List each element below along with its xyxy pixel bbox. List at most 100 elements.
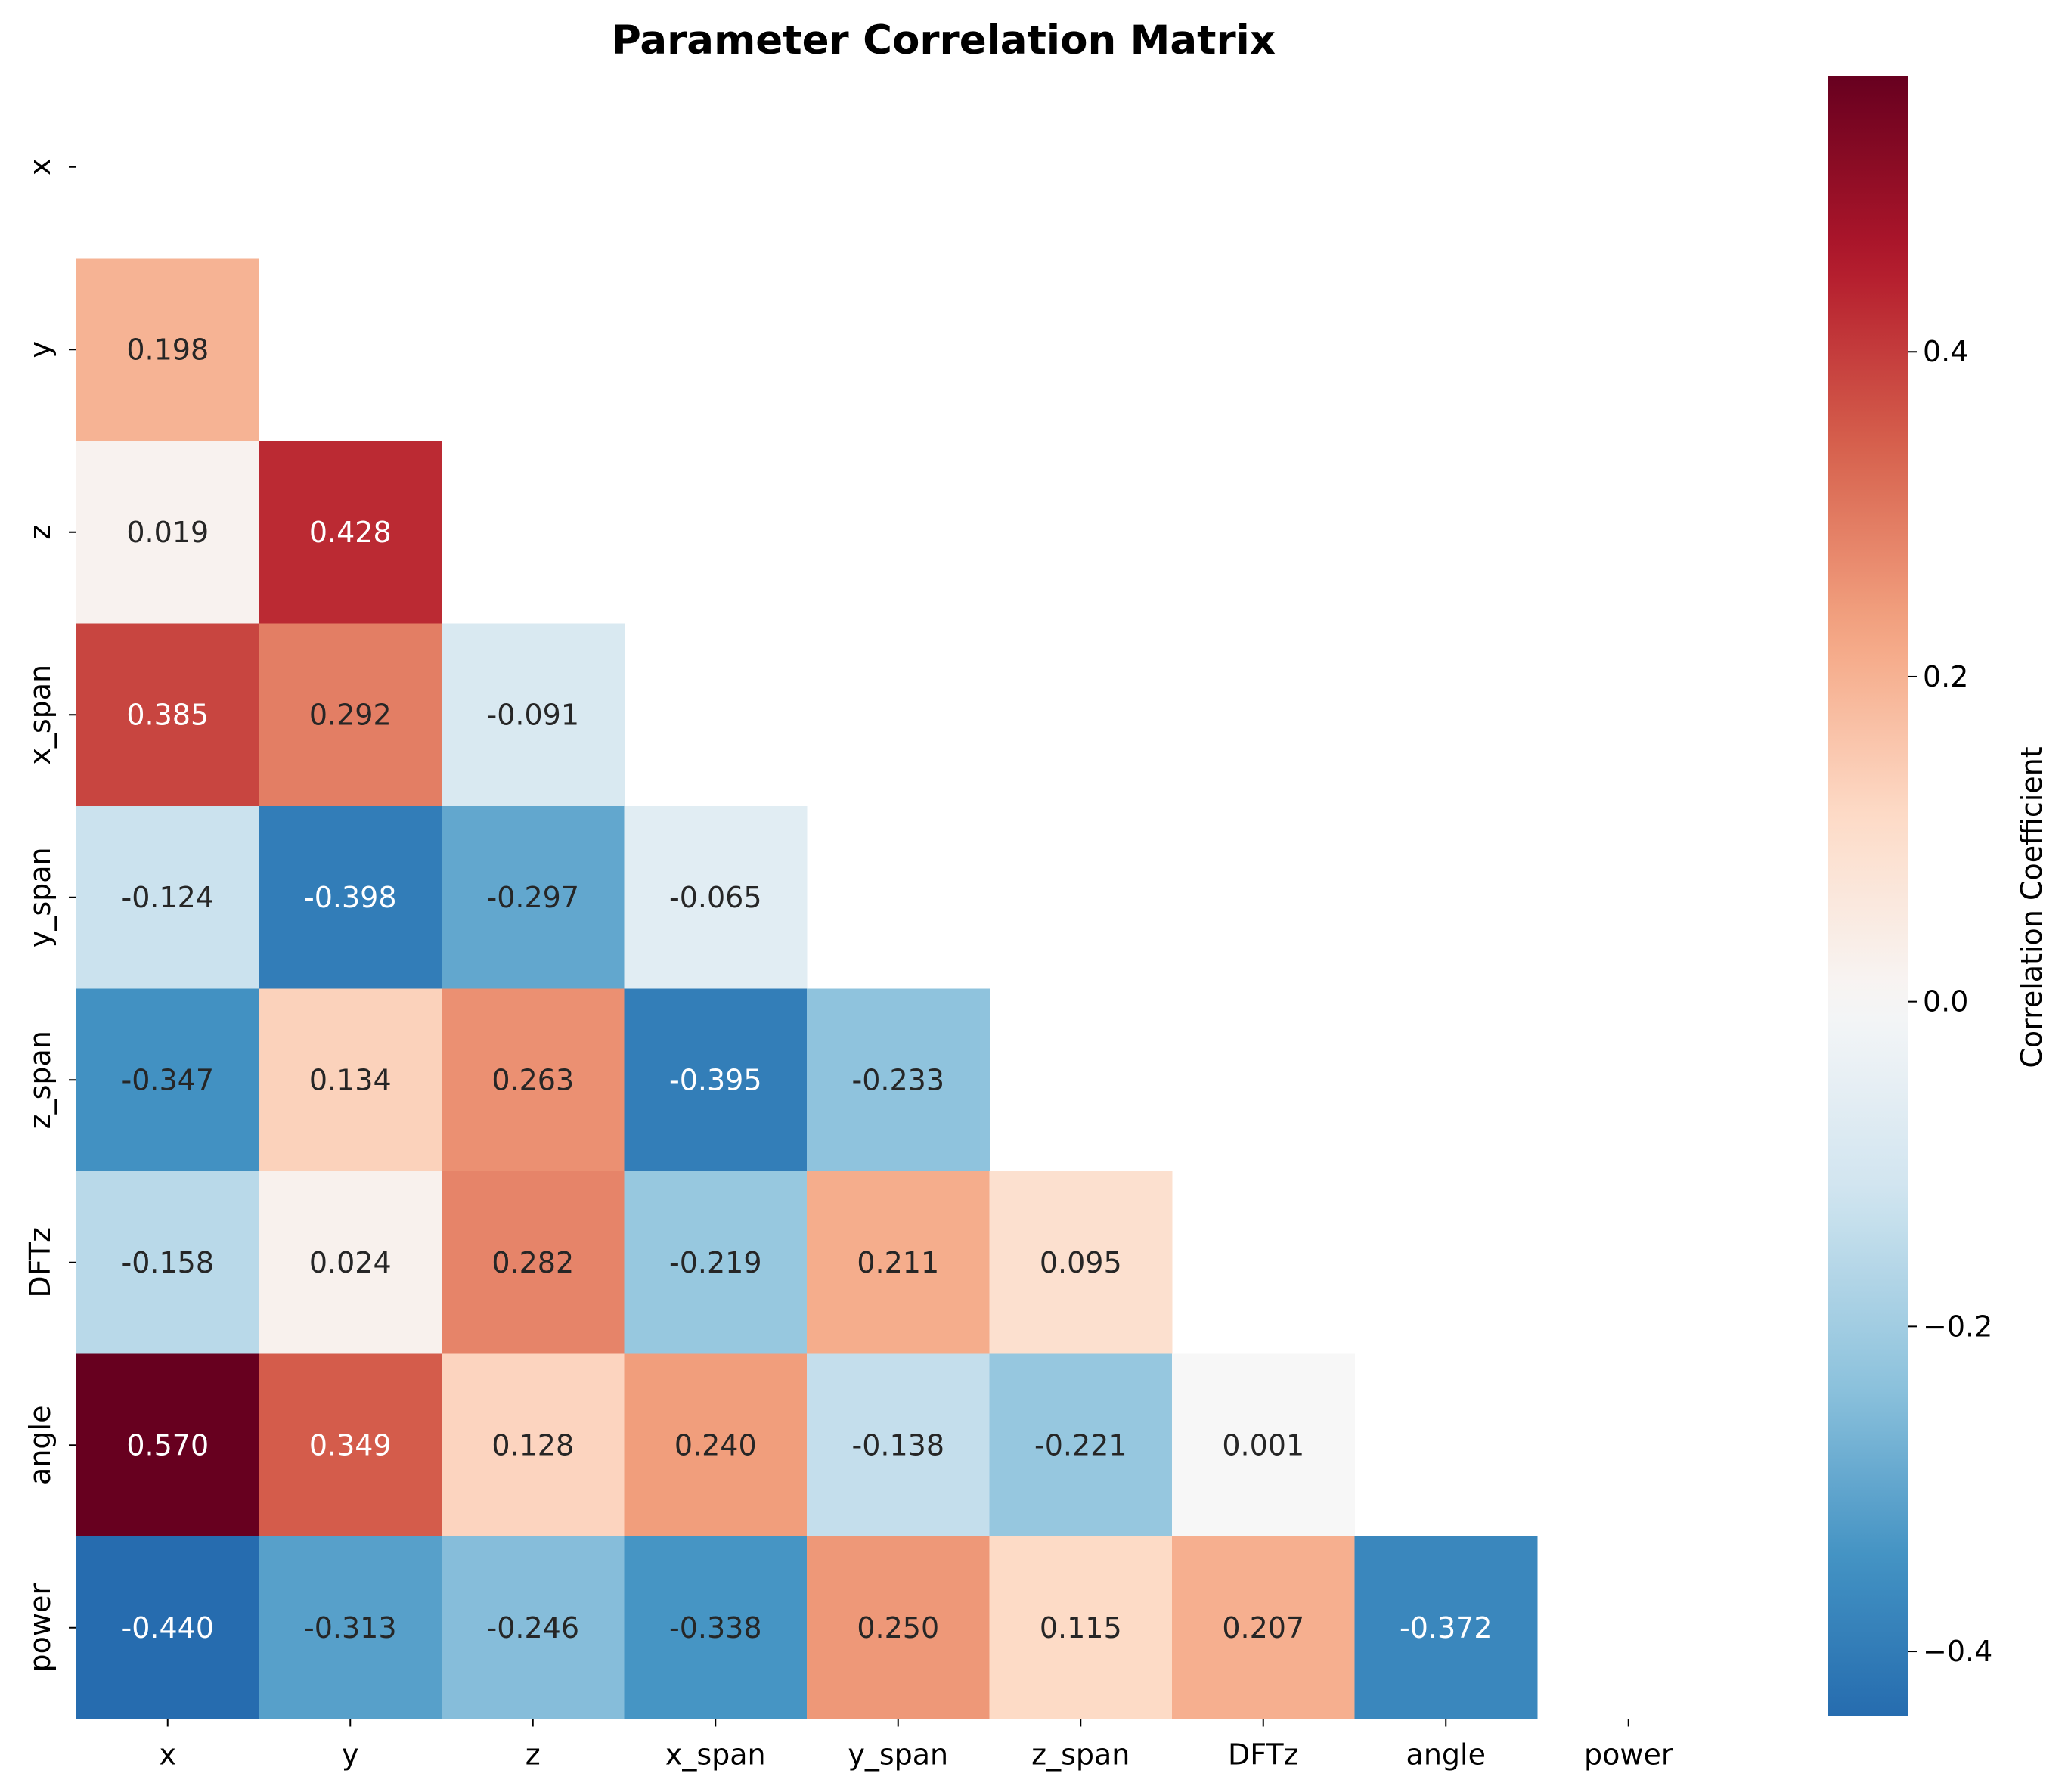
heatmap-cell (259, 806, 442, 989)
heatmap-cell (1172, 1536, 1355, 1719)
heatmap-cell-label: 0.095 (1040, 1246, 1122, 1279)
heatmap-cell (442, 1171, 625, 1354)
heatmap-cell-label: -0.372 (1400, 1611, 1493, 1645)
colorbar-tick-label: 0.4 (1923, 335, 1968, 368)
y-tick-label: power (23, 1583, 57, 1673)
heatmap-cell-label: 0.250 (857, 1611, 939, 1645)
heatmap-cell-label: 0.207 (1222, 1611, 1304, 1645)
heatmap-cell-label: 0.428 (309, 516, 392, 549)
heatmap-cell-label: -0.065 (669, 881, 762, 914)
y-tick-label: z_span (23, 1031, 57, 1129)
colorbar-tick-label: −0.4 (1923, 1635, 1992, 1668)
heatmap-cell-label: -0.138 (852, 1428, 945, 1462)
heatmap-cell (442, 1353, 625, 1537)
heatmap-cell (76, 988, 259, 1172)
heatmap-cell-label: 0.292 (309, 698, 392, 731)
heatmap-cell-label: 0.263 (491, 1063, 574, 1096)
heatmap-cell (624, 1536, 808, 1719)
heatmap-cell-label: 0.024 (309, 1246, 392, 1279)
chart-title: Parameter Correlation Matrix (612, 17, 1276, 64)
x-tick-label: angle (1406, 1738, 1486, 1772)
heatmap-cell-label: -0.338 (669, 1611, 762, 1645)
heatmap-cell (76, 1536, 259, 1719)
heatmap-cell-label: 0.134 (309, 1063, 392, 1096)
heatmap-cell-label: -0.219 (669, 1246, 762, 1279)
heatmap-cell-label: 0.019 (126, 516, 209, 549)
heatmap-cell (259, 1353, 442, 1537)
y-tick-label: x (23, 159, 57, 176)
y-tick-label: angle (23, 1406, 57, 1485)
y-tick-label: x_span (23, 665, 57, 765)
heatmap-cell (989, 1353, 1173, 1537)
heatmap-cell-label: -0.440 (122, 1611, 215, 1645)
heatmap-cell (442, 623, 625, 807)
heatmap-cell-label: 0.001 (1222, 1428, 1304, 1462)
colorbar-rect (1828, 76, 1908, 1716)
x-tick-label: power (1584, 1738, 1673, 1772)
heatmap-cell (1354, 1536, 1538, 1719)
x-tick-label: x (160, 1738, 177, 1772)
heatmap-cell-label: 0.128 (491, 1428, 574, 1462)
heatmap-cell (76, 1171, 259, 1354)
heatmap-cell (1172, 1353, 1355, 1537)
heatmap-cell-label: -0.233 (852, 1063, 945, 1096)
heatmap-cell-label: 0.240 (674, 1428, 757, 1462)
colorbar-tick-label: 0.0 (1923, 985, 1968, 1018)
heatmap-cell (76, 623, 259, 807)
heatmap-cell (76, 258, 259, 442)
heatmap-cell-label: -0.221 (1034, 1428, 1127, 1462)
y-tick-label: y_span (23, 847, 57, 947)
heatmap-cell (76, 441, 259, 624)
heatmap-cell (624, 988, 808, 1172)
heatmap-cell (259, 1536, 442, 1719)
heatmap-cell-label: -0.124 (122, 881, 215, 914)
heatmap-cell (259, 988, 442, 1172)
heatmap-cell (624, 1171, 808, 1354)
heatmap-cell-label: -0.398 (304, 881, 397, 914)
heatmap-cell (807, 988, 990, 1172)
heatmap-cell-label: 0.198 (126, 333, 209, 366)
heatmap-cell (259, 441, 442, 624)
heatmap-cell (442, 988, 625, 1172)
heatmap-cell-label: 0.211 (857, 1246, 939, 1279)
heatmap-cell (76, 806, 259, 989)
colorbar-ticks: −0.4 −0.2 0.0 0.2 0.4 (1908, 335, 1992, 1668)
heatmap-cell-label: -0.158 (122, 1246, 215, 1279)
heatmap-cell-label: -0.313 (304, 1611, 397, 1645)
heatmap-cell (442, 1536, 625, 1719)
x-tick-label: z_span (1031, 1738, 1130, 1772)
x-axis-ticks: x y z x_span y_span z_span DFTz angle power (160, 1719, 1673, 1772)
heatmap-cell-label: 0.570 (126, 1428, 209, 1462)
heatmap-cell-label: -0.246 (487, 1611, 580, 1645)
heatmap-cell (259, 1171, 442, 1354)
x-tick-label: y_span (848, 1738, 948, 1772)
colorbar-label: Correlation Coefficient (2015, 746, 2048, 1068)
heatmap-cell-label: 0.385 (126, 698, 209, 731)
heatmap-cell (807, 1171, 990, 1354)
heatmap-cells: 0.198 0.019 0.428 0.385 0.292 -0.091 -0.124 -0.… (76, 258, 1538, 1719)
heatmap-cell-label: 0.282 (491, 1246, 574, 1279)
heatmap-cell (624, 806, 808, 989)
heatmap-cell-label: -0.091 (487, 698, 580, 731)
heatmap-cell-label: -0.297 (487, 881, 580, 914)
y-tick-label: DFTz (23, 1227, 57, 1298)
heatmap-cell (259, 623, 442, 807)
y-axis-ticks: x y z x_span y_span z_span DFTz angle power (23, 159, 76, 1673)
x-tick-label: y (342, 1738, 359, 1772)
heatmap-cell (442, 806, 625, 989)
heatmap-cell-label: -0.347 (122, 1063, 215, 1096)
heatmap-cell (807, 1353, 990, 1537)
colorbar: −0.4 −0.2 0.0 0.2 0.4 Correlation Coefficien… (1828, 76, 2048, 1716)
heatmap-cell-label: 0.349 (309, 1428, 392, 1462)
x-tick-label: DFTz (1228, 1738, 1299, 1772)
colorbar-tick-label: −0.2 (1923, 1310, 1992, 1343)
heatmap-cell (807, 1536, 990, 1719)
heatmap-cell (624, 1353, 808, 1537)
x-tick-label: x_span (665, 1738, 766, 1772)
y-tick-label: y (23, 341, 57, 358)
heatmap-cell-label: -0.395 (669, 1063, 762, 1096)
x-tick-label: z (526, 1738, 541, 1772)
heatmap-cell-label: 0.115 (1040, 1611, 1122, 1645)
heatmap-cell (76, 1353, 259, 1537)
